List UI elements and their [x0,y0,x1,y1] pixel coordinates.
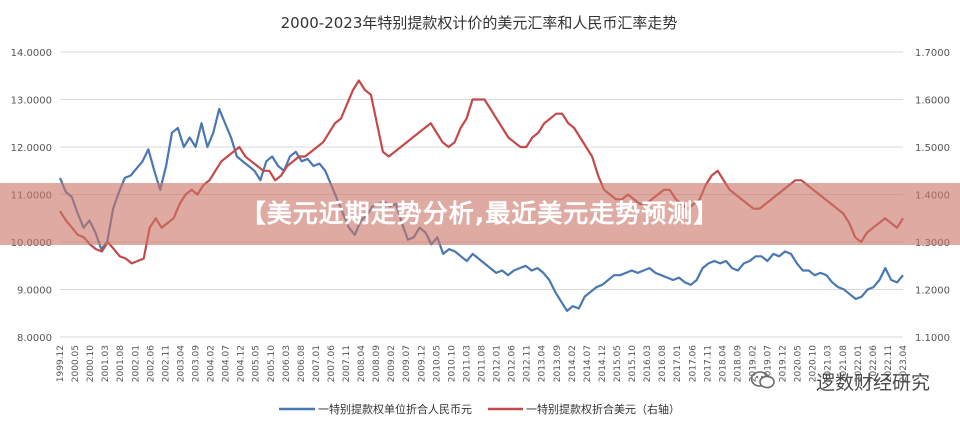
x-tick-label: 2015.10 [628,345,638,382]
left-tick-label: 12.0000 [11,143,52,154]
x-tick-label: 2010.10 [447,345,457,382]
x-tick-label: 2007.06 [327,345,337,382]
x-tick-label: 2022.11 [884,345,894,382]
right-tick-label: 1.7000 [915,48,950,59]
x-tick-label: 2006.08 [297,345,307,382]
x-tick-label: 2001.03 [101,345,111,382]
right-tick-label: 1.2000 [915,286,950,297]
series-line-cny [58,107,904,312]
x-tick-label: 2002.11 [161,345,171,382]
x-tick-label: 2016.08 [658,345,668,382]
x-tick-label: 2003.09 [191,345,201,382]
legend: 一特别提款权单位折合人民币元 一特别提款权折合美元（右轴） [279,402,680,416]
x-tick-label: 2009.02 [387,345,397,382]
x-tick-label: 2021.03 [824,345,834,382]
right-tick-label: 1.5000 [915,143,950,154]
x-tick-label: 2001.08 [116,345,126,382]
wechat-icon [750,371,775,389]
x-tick-label: 2021.08 [839,345,849,382]
x-tick-label: 2018.09 [733,345,743,382]
x-tick-label: 2012.06 [508,345,518,382]
x-axis-ticks: 1999.12 2000.05 2000.10 2001.03 2001.08 2002.… [56,345,909,382]
left-tick-label: 13.0000 [11,96,52,107]
x-tick-label: 2013.04 [538,345,548,382]
banner-text: 【美元近期走势分析,最近美元走势预测】 [240,199,720,228]
x-tick-label: 2011.03 [462,345,472,382]
x-tick-label: 2005.10 [267,345,277,382]
watermark-text: 逻数财经研究 [815,372,930,394]
x-tick-label: 2008.04 [357,345,367,382]
legend-label-cny: 一特别提款权单位折合人民币元 [318,402,472,416]
x-tick-label: 1999.12 [56,345,66,382]
x-tick-label: 2002.06 [146,345,156,382]
legend-label-usd: 一特别提款权折合美元（右轴） [526,402,680,416]
x-tick-label: 2005.05 [252,345,262,382]
x-tick-label: 2019.07 [764,345,774,382]
left-tick-label: 9.0000 [17,286,52,297]
x-tick-label: 2007.01 [312,345,322,382]
x-tick-label: 2012.01 [493,345,503,382]
x-tick-label: 2014.07 [583,345,593,382]
x-tick-label: 2004.07 [222,345,232,382]
x-tick-label: 2009.07 [402,345,412,382]
x-tick-label: 2018.04 [718,345,728,382]
x-tick-label: 2013.09 [553,345,563,382]
left-tick-label: 8.0000 [17,333,52,344]
x-tick-label: 2008.09 [372,345,382,382]
x-tick-label: 2017.06 [688,345,698,382]
x-tick-label: 2012.11 [523,345,533,382]
title-banner [0,183,960,245]
x-tick-label: 2019.12 [779,345,789,382]
right-tick-label: 1.6000 [915,96,950,107]
x-tick-label: 2000.10 [86,345,96,382]
x-tick-label: 2003.04 [176,345,186,382]
x-tick-label: 2004.02 [207,345,217,382]
x-tick-label: 2020.05 [794,345,804,382]
x-tick-label: 2014.02 [568,345,578,382]
x-tick-label: 2020.10 [809,345,819,382]
left-tick-label: 14.0000 [11,48,52,59]
x-tick-label: 2010.05 [432,345,442,382]
x-tick-label: 2015.05 [613,345,623,382]
x-tick-label: 2022.01 [854,345,864,382]
right-tick-label: 1.1000 [915,333,950,344]
x-tick-label: 2017.01 [673,345,683,382]
x-tick-label: 2006.03 [282,345,292,382]
x-tick-label: 2007.11 [342,345,352,382]
x-tick-label: 2004.12 [237,345,247,382]
x-tick-label: 2002.01 [131,345,141,382]
x-tick-label: 2014.12 [598,345,608,382]
x-tick-label: 2023.04 [899,345,909,382]
chart-title: 2000-2023年特别提款权计价的美元汇率和人民币汇率走势 [281,14,678,32]
x-tick-label: 2009.12 [417,345,427,382]
x-tick-label: 2022.06 [869,345,879,382]
x-tick-label: 2019.02 [748,345,758,382]
x-tick-label: 2016.03 [643,345,653,382]
x-tick-label: 2011.08 [478,345,488,382]
x-tick-label: 2000.05 [71,345,81,382]
x-tick-label: 2017.11 [703,345,713,382]
